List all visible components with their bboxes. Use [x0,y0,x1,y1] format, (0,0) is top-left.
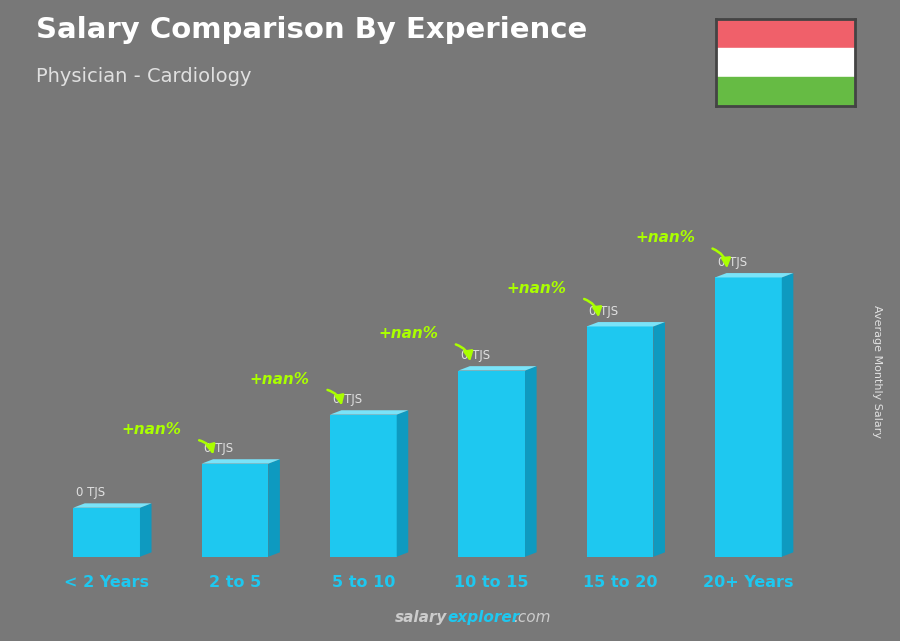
Text: explorer: explorer [447,610,519,625]
Text: Physician - Cardiology: Physician - Cardiology [36,67,251,87]
Polygon shape [73,503,151,508]
Polygon shape [330,410,409,415]
Polygon shape [202,459,280,463]
Polygon shape [73,508,140,557]
Polygon shape [458,366,536,370]
FancyArrowPatch shape [584,299,601,315]
Polygon shape [525,366,536,557]
Text: Average Monthly Salary: Average Monthly Salary [872,305,883,438]
Text: +nan%: +nan% [507,281,567,296]
Text: 0 TJS: 0 TJS [76,487,105,499]
Text: Salary Comparison By Experience: Salary Comparison By Experience [36,16,587,44]
Polygon shape [782,273,793,557]
Text: +nan%: +nan% [635,230,695,245]
Text: salary: salary [395,610,447,625]
Text: 0 TJS: 0 TJS [204,442,233,455]
FancyArrowPatch shape [199,440,214,452]
Polygon shape [715,278,782,557]
FancyArrowPatch shape [713,249,730,265]
FancyArrowPatch shape [328,390,343,403]
Text: +nan%: +nan% [250,372,310,387]
Polygon shape [587,326,653,557]
Polygon shape [587,322,665,326]
Polygon shape [140,503,151,557]
Polygon shape [268,459,280,557]
Text: 0 TJS: 0 TJS [590,305,618,318]
Text: 0 TJS: 0 TJS [332,394,362,406]
Text: .com: .com [513,610,551,625]
Text: +nan%: +nan% [378,326,438,341]
Bar [716,77,855,106]
Bar [716,48,855,77]
Polygon shape [397,410,409,557]
Text: 0 TJS: 0 TJS [461,349,490,362]
Polygon shape [715,273,793,278]
Text: 0 TJS: 0 TJS [717,256,747,269]
Bar [716,19,855,48]
Polygon shape [330,415,397,557]
Text: +nan%: +nan% [122,422,182,437]
FancyArrowPatch shape [455,344,472,359]
Polygon shape [653,322,665,557]
Polygon shape [458,370,525,557]
Polygon shape [202,463,268,557]
